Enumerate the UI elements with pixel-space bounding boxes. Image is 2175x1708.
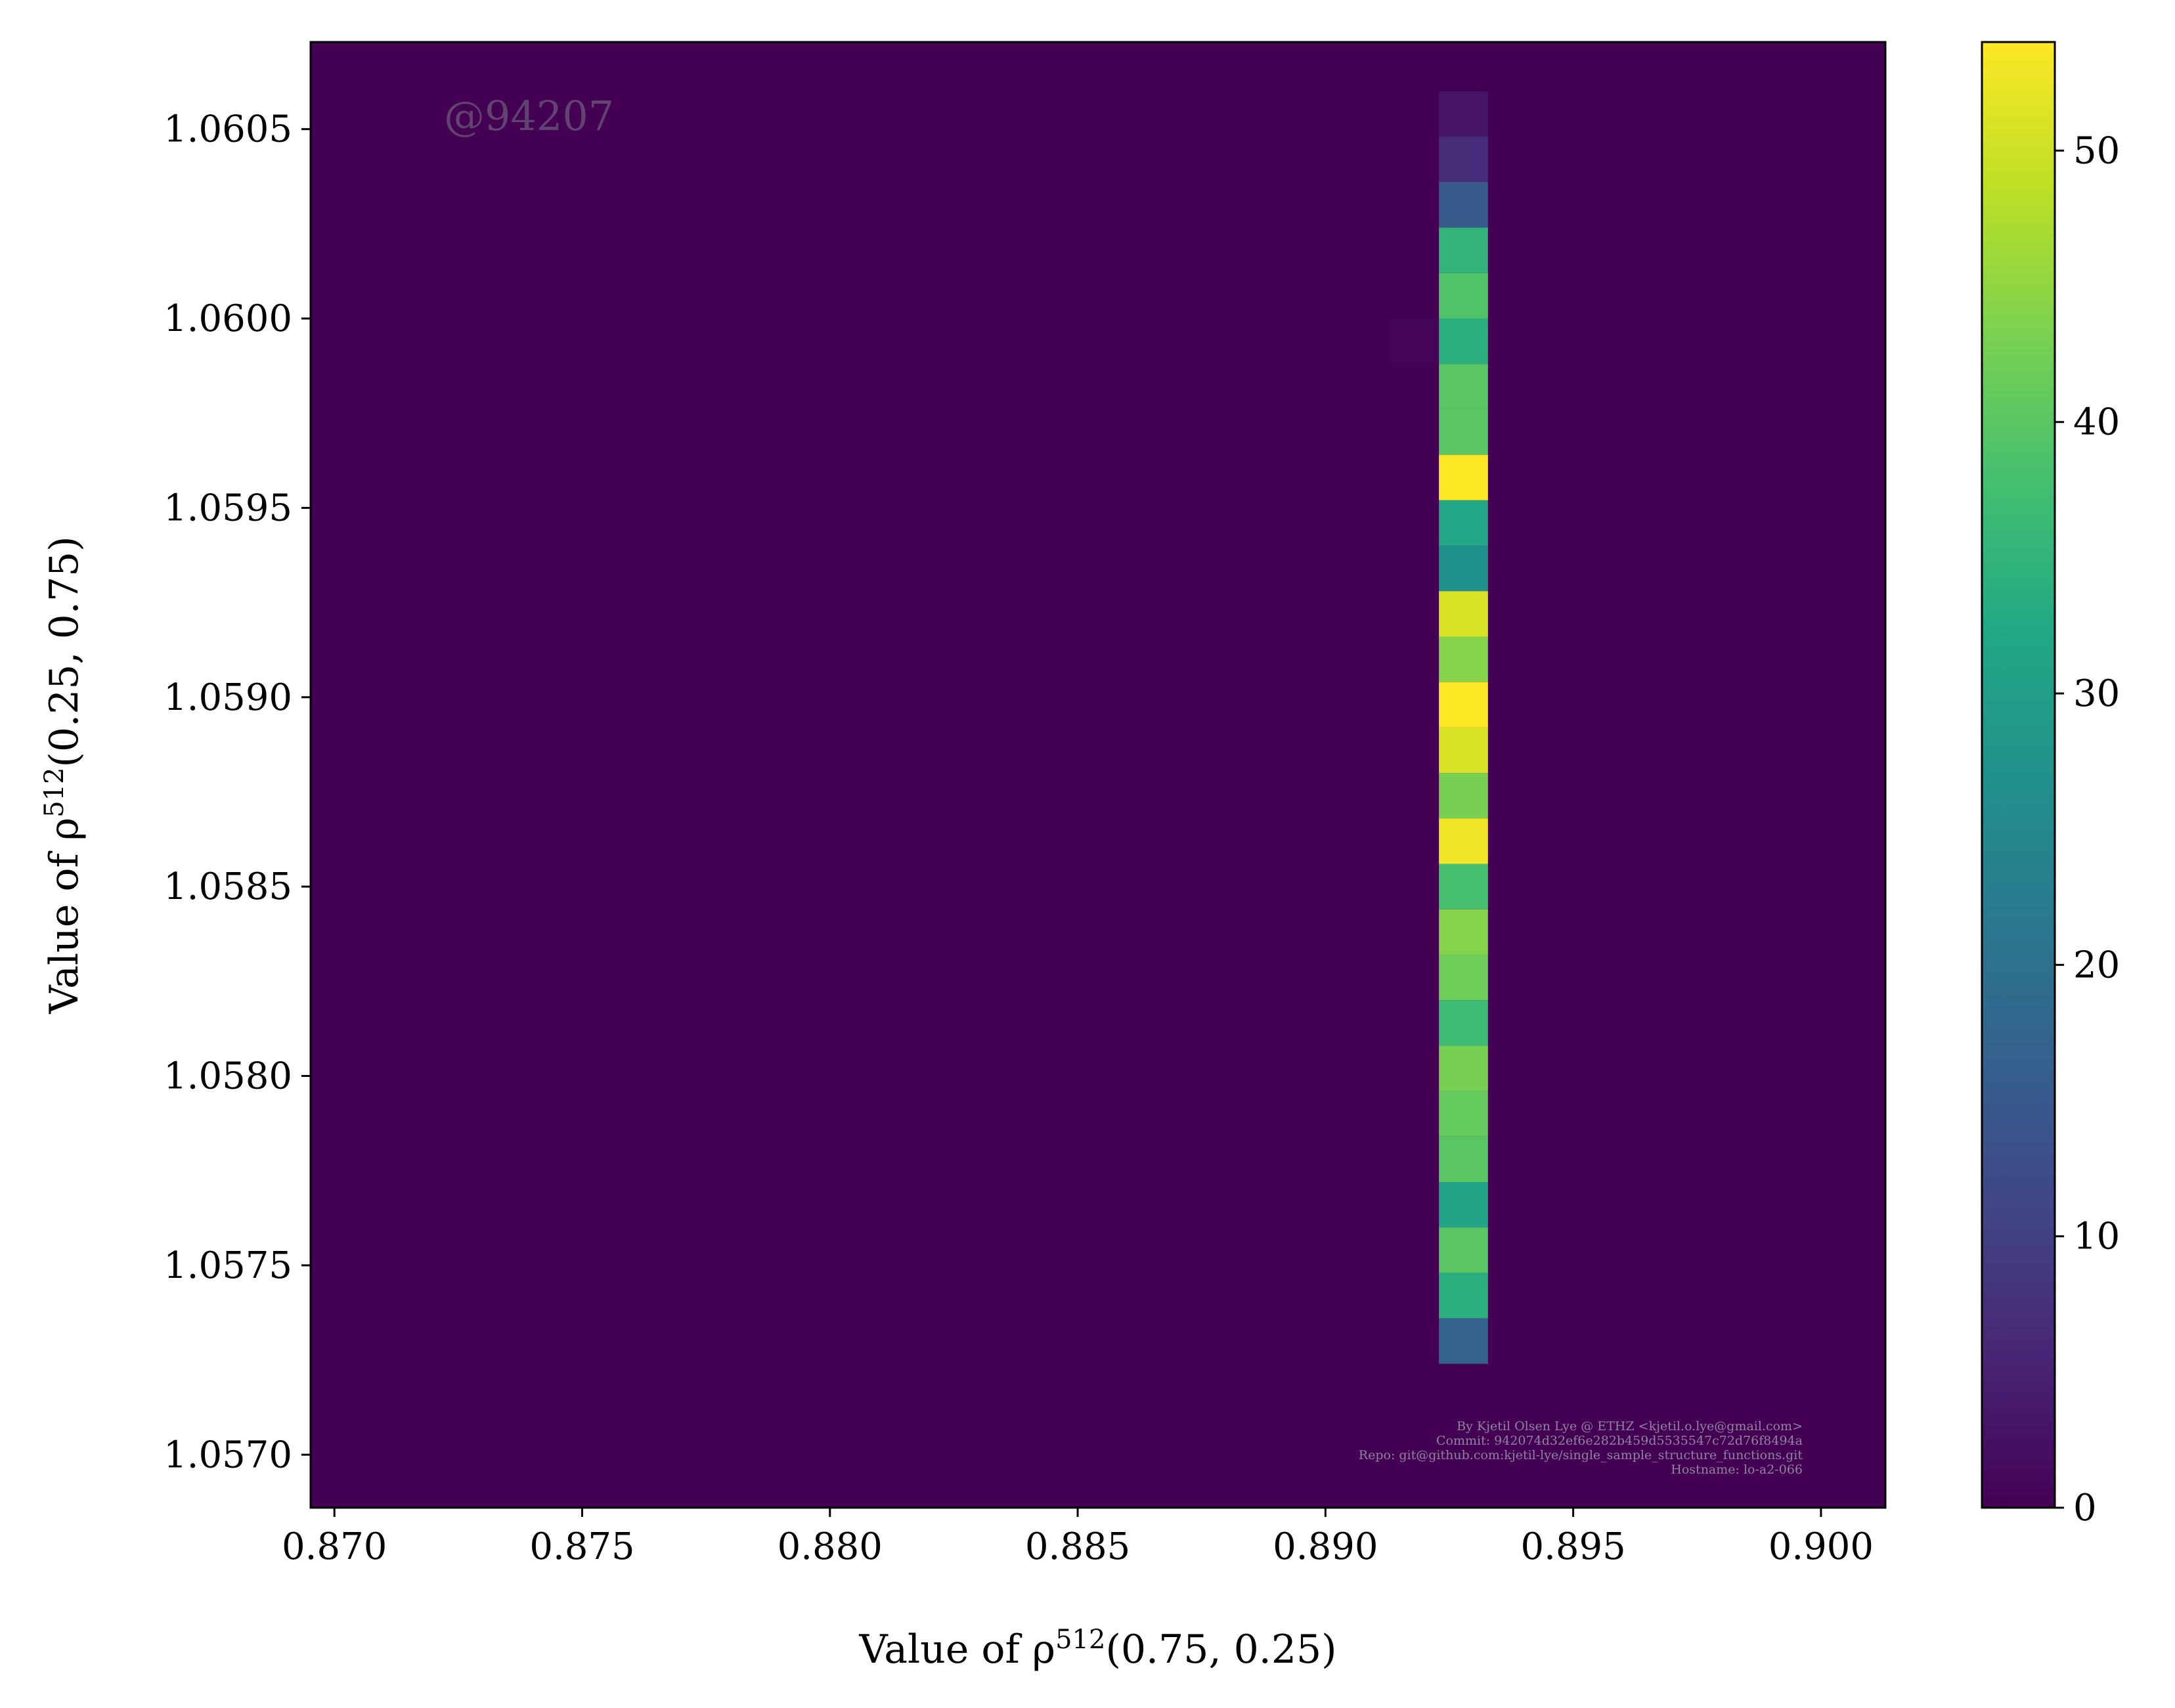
credits-line: Commit: 942074d32ef6e282b459d5535547c72d…	[1436, 1434, 1803, 1448]
y-tick-label: 1.0605	[164, 108, 292, 151]
heatmap-cell	[1439, 364, 1488, 410]
x-tick-label: 0.875	[529, 1525, 634, 1568]
heatmap-cell	[1439, 682, 1488, 728]
y-tick-label: 1.0580	[164, 1055, 292, 1098]
x-tick-label: 0.870	[282, 1525, 387, 1568]
heatmap-cell	[1439, 137, 1488, 183]
x-tick-label: 0.895	[1520, 1525, 1625, 1568]
y-tick-label: 1.0570	[164, 1434, 292, 1476]
plot-background	[311, 42, 1885, 1508]
x-tick-label: 0.900	[1769, 1525, 1874, 1568]
colorbar-tick-label: 30	[2073, 672, 2120, 715]
heatmap-cell	[1439, 909, 1488, 955]
heatmap-cell	[1439, 1318, 1488, 1364]
y-label-sup: 512	[39, 768, 70, 818]
y-tick-label: 1.0600	[164, 297, 292, 340]
y-axis: 1.0570 1.0575 1.0580 1.0585 1.0590 1.0595 1.06…	[164, 108, 311, 1476]
heatmap-cells	[1390, 91, 1488, 1364]
heatmap-cell	[1439, 1091, 1488, 1137]
x-axis-label: Value of ρ512(0.75, 0.25)	[858, 1625, 1336, 1673]
heatmap-cell	[1439, 818, 1488, 864]
heatmap-cell	[1439, 864, 1488, 909]
y-tick-label: 1.0590	[164, 676, 292, 719]
heatmap-cell	[1439, 91, 1488, 137]
colorbar-gradient	[1981, 41, 2056, 1509]
heatmap-cell	[1439, 591, 1488, 637]
plot-frame	[309, 41, 1887, 1509]
heatmap-cell	[1439, 409, 1488, 455]
x-tick-label: 0.890	[1273, 1525, 1378, 1568]
colorbar-ticks: 0 10 20 30 40 50	[2055, 129, 2120, 1529]
credits-line: By Kjetil Olsen Lye @ ETHZ <kjetil.o.lye…	[1457, 1419, 1803, 1434]
credits-block: By Kjetil Olsen Lye @ ETHZ <kjetil.o.lye…	[1359, 1419, 1803, 1477]
heatmap-cell	[1439, 636, 1488, 682]
heatmap-cell	[1439, 500, 1488, 546]
y-tick-label: 1.0585	[164, 865, 292, 908]
heatmap-cell	[1390, 318, 1439, 364]
heatmap-cell	[1439, 1000, 1488, 1046]
x-label-suffix: (0.75, 0.25)	[1105, 1627, 1336, 1673]
colorbar-tick-label: 40	[2073, 401, 2120, 444]
y-label-suffix: (0.25, 0.75)	[41, 536, 87, 767]
colorbar: 0 10 20 30 40 50	[1981, 41, 2120, 1529]
y-axis-label: Value of ρ512(0.25, 0.75)	[39, 536, 87, 1014]
y-label-prefix: Value of ρ	[41, 818, 87, 1015]
heatmap-cell	[1439, 1182, 1488, 1228]
heatmap-cell	[1439, 454, 1488, 500]
x-tick-label: 0.880	[778, 1525, 883, 1568]
y-tick-label: 1.0575	[164, 1244, 292, 1287]
credits-line: Repo: git@github.com:kjetil-lye/single_s…	[1359, 1448, 1803, 1462]
x-label-sup: 512	[1055, 1625, 1105, 1655]
heatmap-cell	[1439, 318, 1488, 364]
plot-area: @94207 By Kjetil Olsen Lye @ ETHZ <kjeti…	[309, 41, 1887, 1509]
heatmap-cell	[1439, 1136, 1488, 1182]
heatmap-cell	[1439, 273, 1488, 319]
heatmap-cell	[1439, 773, 1488, 819]
x-tick-label: 0.885	[1025, 1525, 1130, 1568]
colorbar-tick-label: 50	[2073, 129, 2120, 172]
watermark: @94207	[444, 92, 614, 140]
x-label-prefix: Value of ρ	[858, 1627, 1055, 1673]
colorbar-tick-label: 20	[2073, 944, 2120, 986]
x-axis: 0.870 0.875 0.880 0.885 0.890 0.895 0.900	[282, 1508, 1874, 1568]
heatmap-cell	[1439, 546, 1488, 592]
heatmap-cell	[1439, 1273, 1488, 1319]
heatmap-cell	[1439, 1045, 1488, 1091]
heatmap-cell	[1439, 182, 1488, 228]
colorbar-tick-label: 0	[2073, 1487, 2097, 1529]
colorbar-tick-label: 10	[2073, 1215, 2120, 1258]
heatmap-cell	[1439, 227, 1488, 273]
heatmap-cell	[1439, 954, 1488, 1001]
heatmap-cell	[1439, 727, 1488, 774]
credits-line: Hostname: lo-a2-066	[1671, 1462, 1803, 1477]
heatmap-cell	[1439, 1227, 1488, 1273]
y-tick-label: 1.0595	[164, 487, 292, 529]
